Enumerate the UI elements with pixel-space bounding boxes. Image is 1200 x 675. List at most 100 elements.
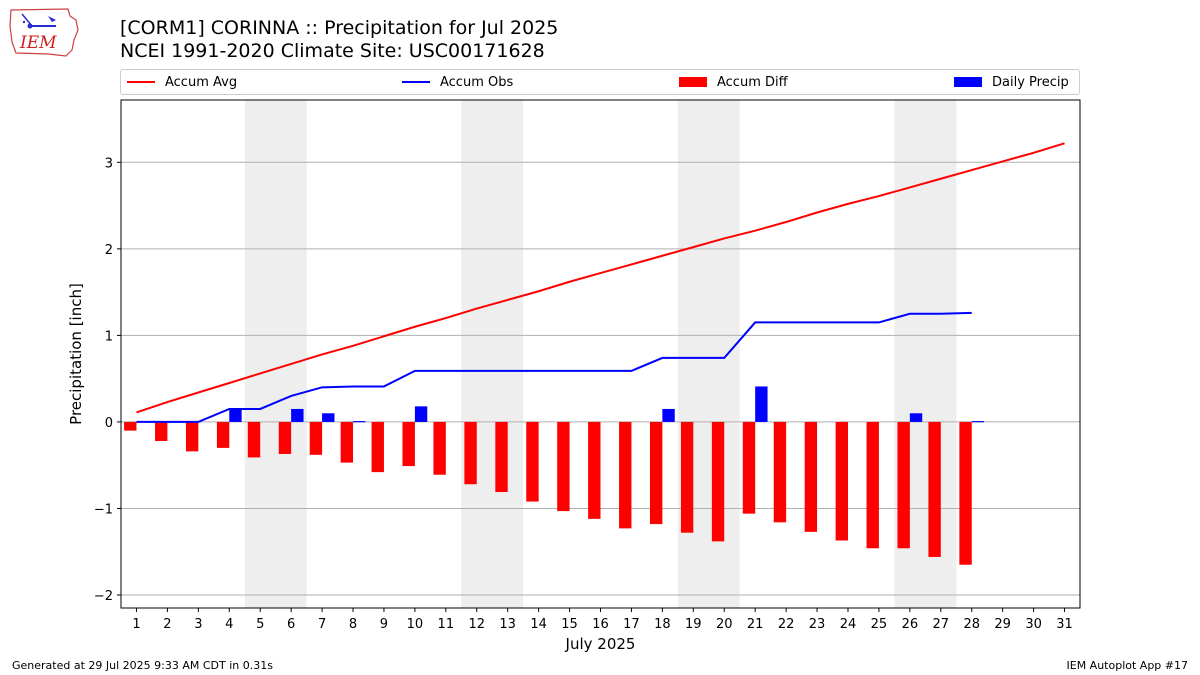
legend-swatch-accum-obs [402, 81, 430, 83]
accum-diff-bar-15 [557, 421, 570, 512]
app-footer: IEM Autoplot App #17 [1066, 659, 1189, 672]
accum-diff-bar-1 [124, 421, 137, 431]
accum-diff-bar-10 [402, 421, 415, 467]
x-tick-label-19: 19 [685, 617, 702, 632]
accum-diff-bar-5 [247, 421, 261, 458]
legend-item-accum-obs: Accum Obs [402, 70, 513, 94]
x-tick-label-15: 15 [561, 617, 578, 632]
x-tick-label-3: 3 [194, 617, 202, 632]
y-tick-label-1: −1 [94, 502, 113, 517]
accum-diff-bar-28 [959, 421, 972, 565]
accum-obs-line [136, 311, 972, 423]
x-tick-label-25: 25 [871, 617, 888, 632]
accum-diff-bar-23 [804, 421, 818, 532]
accum-diff-bar-27 [928, 421, 941, 557]
accum-diff-bar-13 [495, 421, 508, 493]
x-tick-label-16: 16 [592, 617, 609, 632]
y-tick-label-0: −2 [94, 589, 113, 604]
daily-precip-bar-10 [414, 406, 428, 422]
y-tick-label-4: 2 [105, 243, 113, 258]
legend-label-accum-obs: Accum Obs [440, 74, 514, 90]
legend-swatch-daily-precip [954, 77, 982, 87]
legend-swatch-accum-diff [679, 77, 707, 87]
accum-diff-bar-14 [526, 421, 539, 502]
x-tick-label-8: 8 [349, 617, 357, 632]
x-tick-label-9: 9 [380, 617, 388, 632]
y-tick-label-5: 3 [105, 156, 113, 171]
x-tick-label-30: 30 [1025, 617, 1042, 632]
x-tick-label-22: 22 [778, 617, 795, 632]
legend-item-accum-avg: Accum Avg [127, 70, 237, 94]
accum-diff-bar-21 [742, 421, 756, 514]
chart-title: [CORM1] CORINNA :: Precipitation for Jul… [120, 17, 559, 39]
iem-logo: IEM [9, 8, 79, 57]
legend-label-daily-precip: Daily Precip [992, 74, 1069, 90]
accum-avg-line [136, 142, 1065, 414]
daily-precip-bar-7 [322, 413, 335, 422]
daily-precip-bar-18 [662, 408, 675, 422]
x-tick-label-27: 27 [933, 617, 950, 632]
y-tick-label-3: 1 [105, 329, 113, 344]
daily-precip-bar-26 [909, 413, 923, 422]
accum-diff-bar-25 [866, 421, 879, 549]
legend-label-accum-diff: Accum Diff [717, 74, 788, 90]
daily-precip-bar-4 [229, 408, 242, 422]
x-tick-label-11: 11 [438, 617, 455, 632]
accum-diff-bar-8 [340, 421, 354, 463]
x-tick-label-23: 23 [809, 617, 826, 632]
y-axis-label: Precipitation [inch] [67, 283, 85, 425]
x-tick-label-26: 26 [902, 617, 919, 632]
x-tick-label-5: 5 [256, 617, 264, 632]
daily-precip-bar-6 [291, 408, 304, 422]
logo-text: IEM [19, 33, 57, 53]
daily-precip-bar-28 [971, 421, 985, 423]
legend-label-accum-avg: Accum Avg [165, 74, 238, 90]
accum-diff-bar-20 [711, 421, 725, 542]
accum-diff-bar-19 [680, 421, 694, 533]
accum-diff-bar-9 [371, 421, 384, 473]
accum-diff-bar-18 [649, 421, 663, 525]
x-tick-label-12: 12 [468, 617, 485, 632]
x-tick-label-14: 14 [530, 617, 547, 632]
legend: Accum Avg Accum Obs Accum Diff Daily Pre… [120, 69, 1080, 95]
x-tick-label-7: 7 [318, 617, 326, 632]
accum-diff-bar-26 [897, 421, 910, 549]
legend-item-accum-diff: Accum Diff [679, 70, 788, 94]
generated-footer: Generated at 29 Jul 2025 9:33 AM CDT in … [12, 659, 273, 672]
x-tick-label-28: 28 [963, 617, 980, 632]
x-tick-label-31: 31 [1056, 617, 1073, 632]
x-tick-label-29: 29 [994, 617, 1011, 632]
accum-diff-bar-3 [185, 421, 199, 452]
legend-swatch-accum-avg [127, 81, 155, 83]
x-tick-label-20: 20 [716, 617, 733, 632]
daily-precip-bar-8 [353, 421, 366, 423]
accum-diff-bar-11 [433, 421, 446, 475]
daily-precip-bar-21 [755, 386, 768, 422]
x-tick-label-18: 18 [654, 617, 671, 632]
accum-diff-bar-24 [835, 421, 848, 541]
accum-diff-bar-17 [619, 421, 632, 529]
accum-diff-bar-22 [773, 421, 787, 523]
accum-diff-bar-16 [588, 421, 601, 519]
x-tick-label-1: 1 [132, 617, 140, 632]
x-tick-label-10: 10 [407, 617, 424, 632]
x-tick-label-4: 4 [225, 617, 233, 632]
accum-diff-bar-4 [216, 421, 230, 448]
x-tick-label-2: 2 [163, 617, 171, 632]
accum-diff-bar-12 [464, 421, 477, 485]
chart-subtitle: NCEI 1991-2020 Climate Site: USC00171628 [120, 40, 545, 62]
x-tick-label-13: 13 [499, 617, 516, 632]
x-axis-label: July 2025 [565, 635, 636, 653]
x-tick-label-6: 6 [287, 617, 295, 632]
y-tick-label-2: 0 [105, 416, 113, 431]
weekend-shade-1 [244, 100, 307, 608]
accum-diff-bar-6 [278, 421, 292, 454]
x-tick-label-21: 21 [747, 617, 764, 632]
accum-diff-bar-7 [309, 421, 323, 455]
x-tick-label-17: 17 [623, 617, 640, 632]
accum-diff-bar-2 [155, 421, 168, 441]
x-tick-label-24: 24 [840, 617, 857, 632]
legend-item-daily-precip: Daily Precip [954, 70, 1069, 94]
weekend-shade-2 [461, 100, 524, 608]
